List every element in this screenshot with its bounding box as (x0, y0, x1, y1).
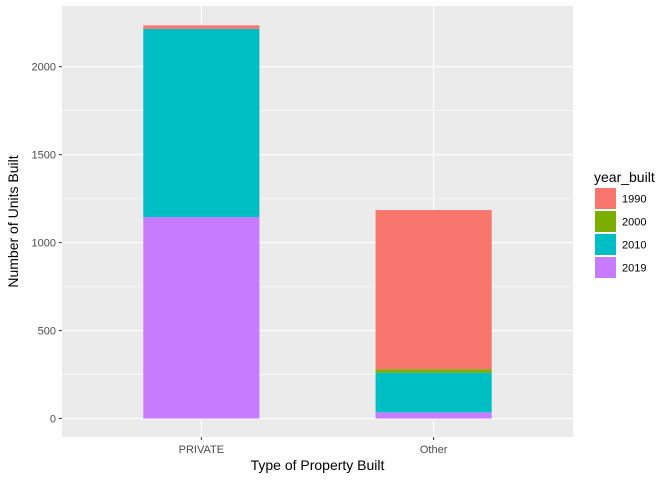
legend-swatch-2019 (595, 257, 616, 278)
y-tick-label: 2000 (32, 62, 56, 74)
y-tick-label: 0 (50, 414, 56, 426)
legend-label-2019: 2019 (622, 263, 646, 275)
bar-other-2000 (375, 369, 492, 373)
legend-label-2010: 2010 (622, 240, 646, 252)
x-axis-title: Type of Property Built (251, 457, 385, 473)
y-tick-label: 500 (38, 326, 56, 338)
legend-label-1990: 1990 (622, 194, 646, 206)
x-tick-label: PRIVATE (179, 444, 224, 456)
bar-other-2019 (375, 412, 492, 419)
x-axis: PRIVATE Other (179, 437, 448, 456)
y-axis: 0 500 1000 1500 2000 (32, 62, 62, 426)
bars-layer (143, 25, 492, 419)
bar-private-2019 (143, 217, 260, 419)
legend: year_built 1990 2000 2010 2019 (594, 169, 655, 278)
legend-swatch-2000 (595, 211, 616, 232)
y-tick-label: 1000 (32, 238, 56, 250)
legend-swatch-1990 (595, 188, 616, 209)
legend-swatch-2010 (595, 234, 616, 255)
bar-private-2010 (143, 28, 260, 218)
y-tick-label: 1500 (32, 150, 56, 162)
legend-label-2000: 2000 (622, 217, 646, 229)
legend-title: year_built (594, 169, 655, 185)
bar-private-1990 (143, 25, 260, 29)
bar-other-1990 (375, 210, 492, 370)
y-axis-title: Number of Units Built (5, 155, 21, 287)
plot-panel (62, 6, 573, 437)
bar-other-2010 (375, 372, 492, 413)
x-tick-label: Other (420, 444, 448, 456)
